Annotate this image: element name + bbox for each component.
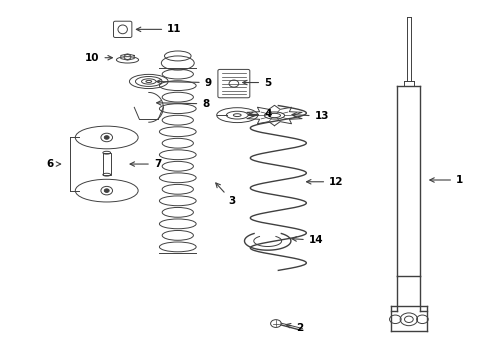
Text: 3: 3 [215,183,236,206]
Text: 2: 2 [285,323,303,333]
Text: 1: 1 [429,175,462,185]
Text: 9: 9 [156,77,211,87]
Circle shape [104,136,109,139]
Circle shape [104,189,109,192]
Text: 12: 12 [306,177,343,187]
Text: 14: 14 [291,235,323,245]
Text: 4: 4 [248,109,271,120]
Text: 7: 7 [130,159,161,169]
Text: 10: 10 [85,53,112,63]
Text: 11: 11 [136,24,181,34]
Text: 8: 8 [156,99,209,109]
Text: 13: 13 [291,111,328,121]
Bar [102,153,110,175]
Text: 5: 5 [242,77,271,87]
Text: 6: 6 [46,159,61,169]
